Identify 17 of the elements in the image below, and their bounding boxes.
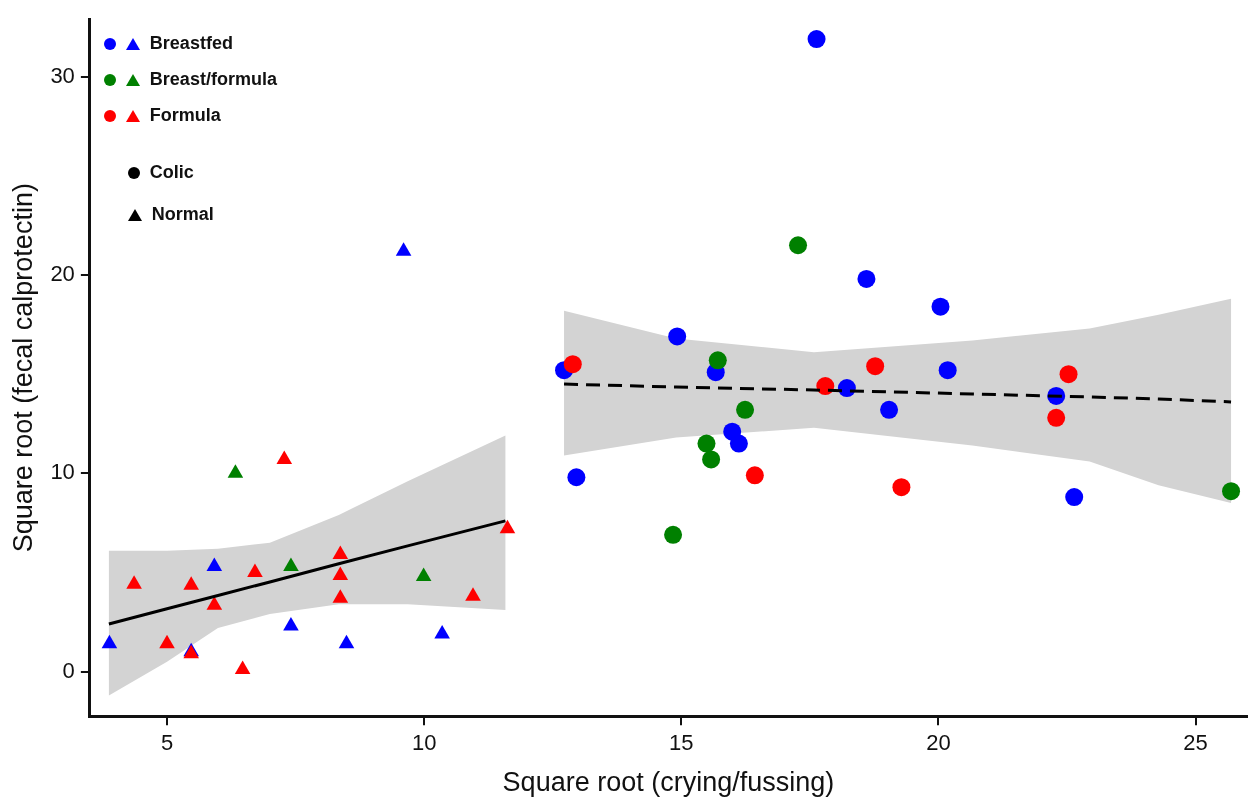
x-tick-label: 20	[926, 730, 951, 756]
legend-label: Formula	[149, 105, 221, 126]
line-series	[562, 382, 1233, 404]
x-tick-label: 5	[160, 730, 174, 756]
x-axis-title: Square root (crying/fussing)	[502, 767, 835, 798]
y-axis-title: Square root (fecal calprotectin)	[7, 183, 38, 553]
annotation: Normal	[151, 204, 214, 225]
x-tick-label: 25	[1183, 730, 1208, 756]
legend-label: Breast/formula	[149, 69, 277, 90]
x-tick-label: 15	[669, 730, 694, 756]
y-tick-label: 10	[50, 459, 75, 485]
y-tick-label: 0	[62, 657, 75, 683]
legend-label: Breastfed	[149, 33, 233, 54]
x-tick-label: 10	[411, 730, 437, 756]
annotation: Colic	[149, 162, 194, 183]
y-tick-label: 20	[50, 261, 75, 287]
y-tick-label: 30	[50, 62, 75, 88]
